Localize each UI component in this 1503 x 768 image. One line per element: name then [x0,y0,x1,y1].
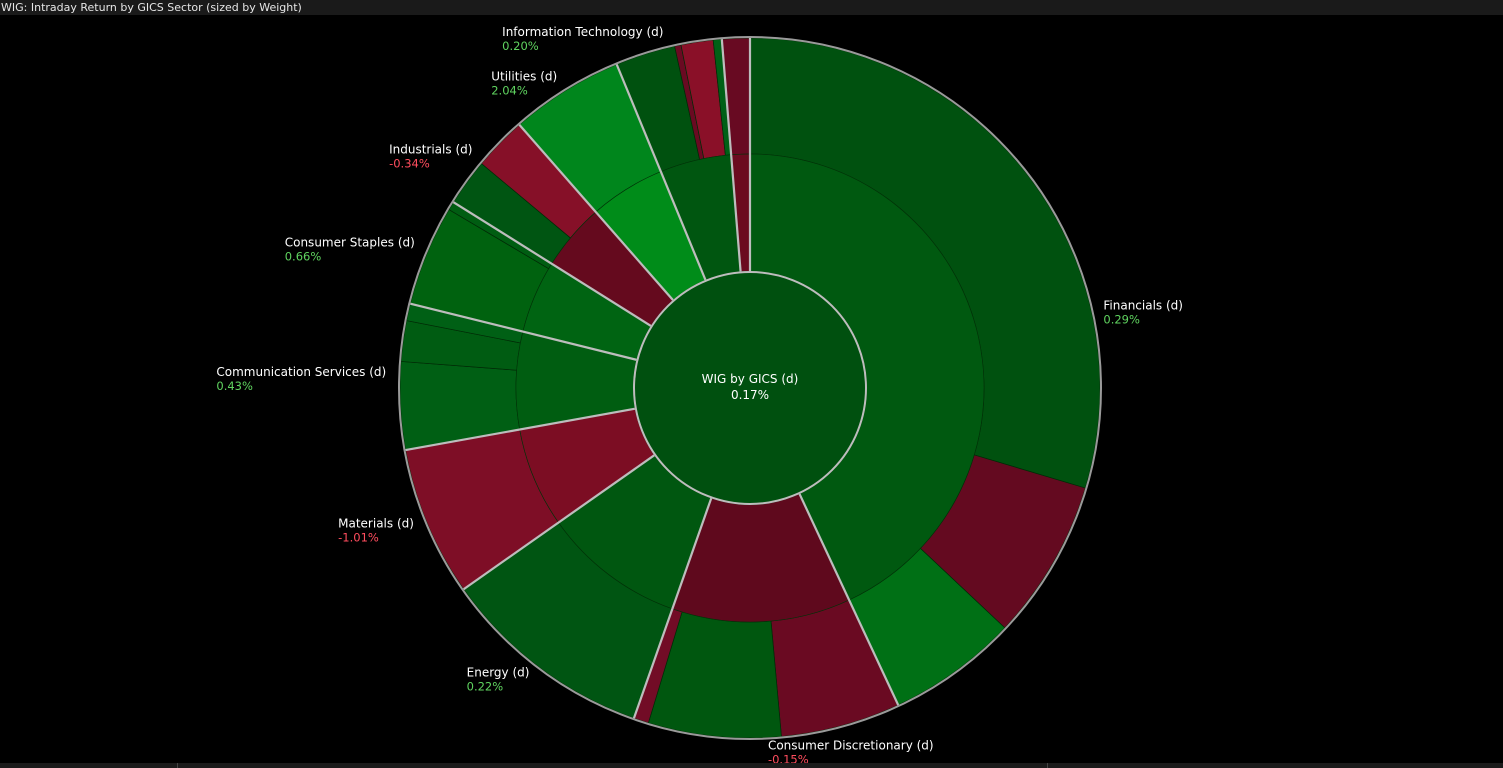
sector-separator [452,201,653,328]
sector-separator [462,453,656,591]
sector-separator [410,302,638,362]
sector-separator [405,407,637,452]
sector-value: 0.43% [216,379,253,393]
outer-ring [399,37,1101,739]
sector-value: 0.66% [285,249,322,263]
sector-separator [720,39,742,273]
sector-label: Information Technology (d) [502,25,663,39]
status-strip [0,763,1503,768]
window-title: WIG: Intraday Return by GICS Sector (siz… [0,0,1503,15]
center-label: WIG by GICS (d) [702,372,799,386]
sector-value: -1.01% [338,530,379,544]
center-circle [633,271,867,505]
sector-separator [615,63,707,282]
sector-separators [405,38,900,719]
sector-label: Utilities (d) [491,69,557,83]
sector-separator [518,124,675,302]
sector-label: Materials (d) [338,516,414,530]
sector-separator [632,497,713,719]
sector-value: 0.22% [467,680,504,694]
sector-value: 0.29% [1103,312,1140,326]
sector-value: 0.20% [502,39,539,53]
sector-label: Consumer Staples (d) [285,235,415,249]
sector-separator [798,492,900,706]
sector-labels: Financials (d)0.29% Consumer Discretionar… [216,25,1183,767]
sector-label: Financials (d) [1103,298,1183,312]
outer-edge [398,36,1102,740]
center-value: 0.17% [731,388,769,402]
sector-value: -0.34% [389,156,430,170]
center-disc[interactable]: WIG by GICS (d) 0.17% [633,271,867,505]
sector-value: 2.04% [491,83,528,97]
sector-label: Energy (d) [467,666,530,680]
sector-label: Consumer Discretionary (d) [768,739,934,753]
sector-label: Industrials (d) [389,142,472,156]
sector-label: Communication Services (d) [216,365,386,379]
